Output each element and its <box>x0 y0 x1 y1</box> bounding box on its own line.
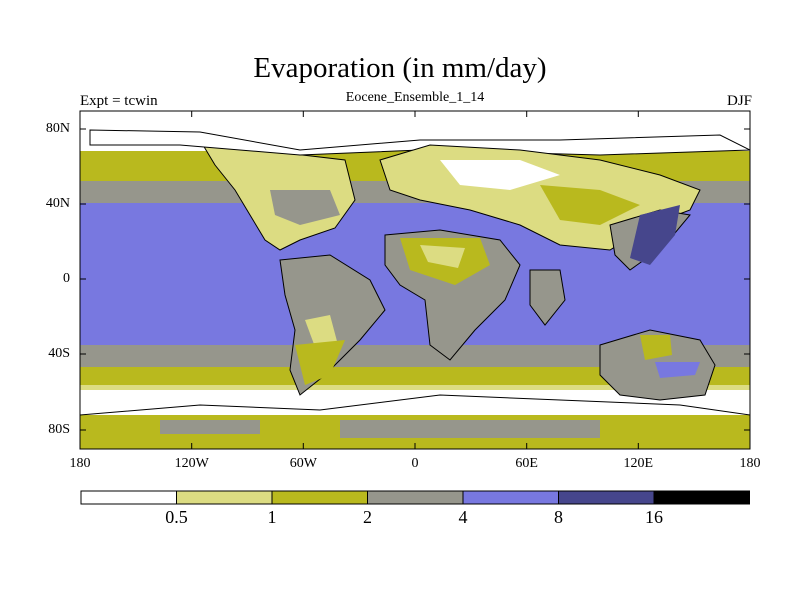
band-south-mid <box>80 345 750 367</box>
colorbar-box-5 <box>462 490 559 505</box>
colorbar-box-2 <box>176 490 273 505</box>
colorbar-box-1 <box>80 490 177 505</box>
lat-label-40s: 40S <box>48 346 70 361</box>
africa-pale <box>420 245 465 268</box>
band-south-high <box>80 367 750 385</box>
legend-label-4: 4 <box>458 507 468 527</box>
australia-olive <box>640 335 672 360</box>
legend-label-16: 16 <box>645 507 663 527</box>
antarctica-coast <box>80 394 750 416</box>
lon-label-120w: 120W <box>174 456 209 471</box>
ensemble-label: Eocene_Ensemble_1_14 <box>345 90 485 105</box>
latitude-ticks <box>80 128 750 431</box>
north-america-dry <box>270 190 340 225</box>
legend-label-0-5: 0.5 <box>165 507 188 527</box>
band-antarctic-grey-2 <box>160 420 260 434</box>
lon-label-60w: 60W <box>289 456 317 471</box>
colorbar-box-4 <box>367 490 464 505</box>
legend-label-2: 2 <box>363 507 372 527</box>
legend-label-8: 8 <box>554 507 563 527</box>
lon-label-180e: 180 <box>739 456 761 471</box>
map-title: Evaporation (in mm/day) <box>253 52 547 84</box>
map-field <box>80 111 750 449</box>
arctic-land <box>89 129 750 156</box>
australia-blue <box>655 362 700 378</box>
band-antarctic-grey <box>340 420 600 438</box>
colorbar <box>80 490 750 505</box>
lon-label-180w: 180 <box>69 456 91 471</box>
lon-label-120e: 120E <box>623 456 654 471</box>
legend-label-1: 1 <box>267 507 277 527</box>
longitude-ticks <box>191 111 639 449</box>
lat-label-0: 0 <box>63 271 70 286</box>
lat-label-80n: 80N <box>45 121 70 136</box>
asia-white <box>440 160 560 190</box>
asia-olive <box>540 185 640 225</box>
south-america-olive <box>295 340 345 385</box>
lat-label-40n: 40N <box>45 196 70 211</box>
experiment-label: Expt = tcwin <box>80 93 158 109</box>
lon-label-60e: 60E <box>515 456 538 471</box>
season-label: DJF <box>726 93 752 109</box>
lon-label-0: 0 <box>411 456 419 471</box>
india-land <box>529 269 566 326</box>
western-pacific-high <box>630 205 680 265</box>
colorbar-box-3 <box>271 490 368 505</box>
lat-label-80s: 80S <box>48 422 70 437</box>
colorbar-box-6 <box>558 490 655 505</box>
colorbar-box-7 <box>653 490 750 505</box>
